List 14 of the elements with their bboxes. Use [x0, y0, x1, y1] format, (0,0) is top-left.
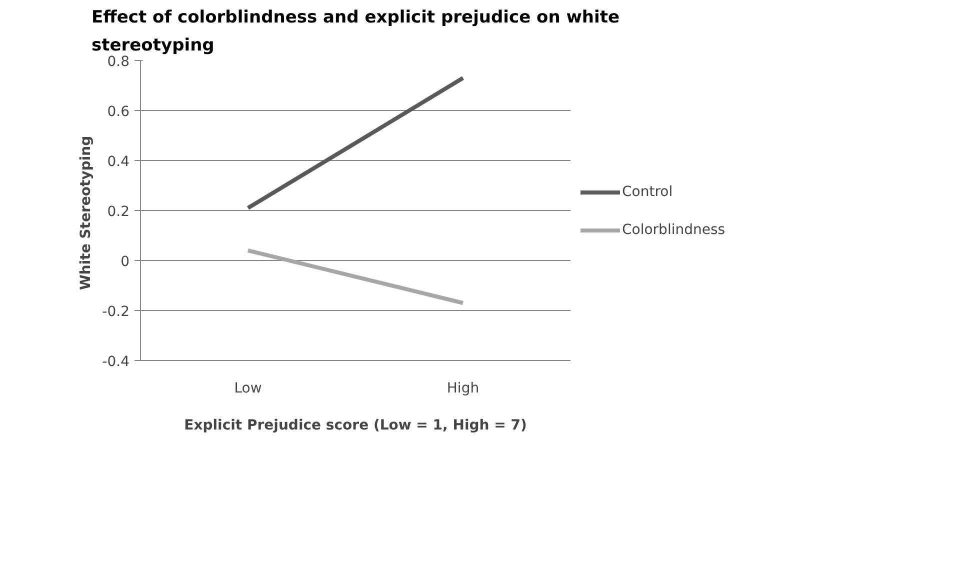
x-tick-label: Low	[234, 380, 262, 396]
legend-label: Colorblindness	[622, 222, 726, 238]
chart-title: Effect of colorblindness and explicit prejudice on white stereotyping	[91, 8, 620, 56]
y-tick-label: 0.4	[107, 154, 130, 170]
y-tick-label: 0.2	[107, 204, 130, 220]
legend-label: Control	[622, 184, 673, 200]
y-tick-label: -0.4	[102, 354, 130, 370]
y-tick-label: -0.2	[102, 304, 130, 320]
y-tick-label: 0.8	[107, 54, 130, 70]
x-axis-title: Explicit Prejudice score (Low = 1, High = 7)	[184, 418, 527, 434]
y-tick-label: 0	[120, 254, 130, 270]
y-axis-title: White Stereotyping	[78, 136, 94, 290]
x-tick-label: High	[446, 380, 480, 396]
y-tick-label: 0.6	[107, 104, 130, 120]
